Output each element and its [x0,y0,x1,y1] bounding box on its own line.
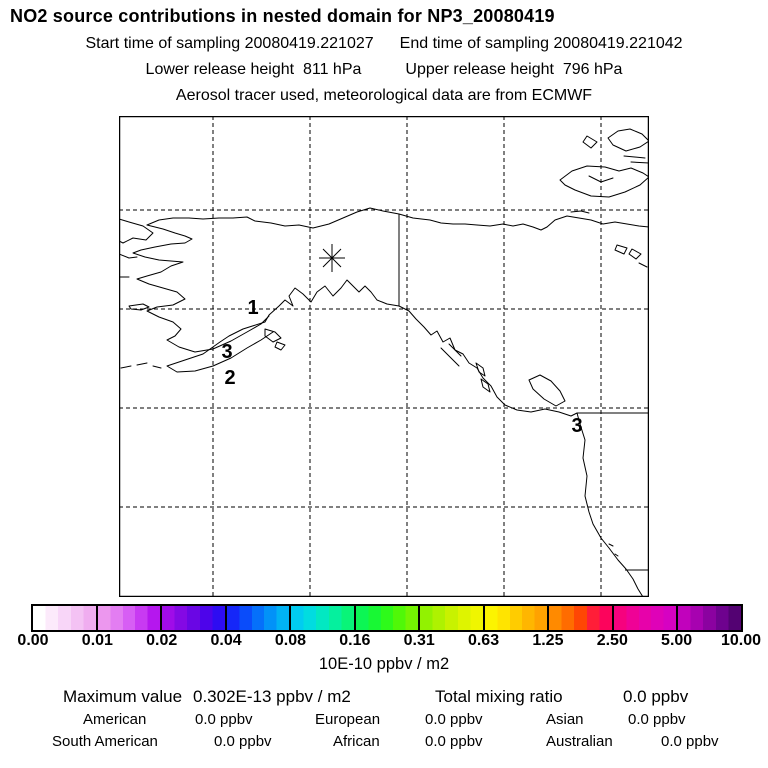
islands-mid-right [614,244,648,268]
islands-aleutian [120,362,162,369]
colorbar-segment [160,606,225,630]
colorbar-tick-label: 2.50 [596,632,628,649]
colorbar-tick-label: 0.00 [17,632,49,649]
island-vancouver [528,374,566,407]
colorbar-segment [33,606,96,630]
tracer-info-row: Aerosol tracer used, meteorological data… [0,87,768,105]
islands-haida-gwaii [475,362,491,393]
map-border [119,116,649,597]
region-south-american-label: South American [52,733,158,750]
colorbar-tick-label: 0.02 [146,632,178,649]
source-marker-2: 2 [224,367,235,389]
region-american-value: 0.0 ppbv [195,711,253,728]
lower-release-text: Lower release height 811 hPa [145,61,362,78]
region-american-label: American [83,711,147,728]
map-plot: 1 3 2 3 [119,116,649,597]
colorbar-segment [289,606,354,630]
colorbar-segment [353,606,419,630]
colorbar-ticks: 0.00 0.01 0.02 0.04 0.08 0.16 0.31 0.63 1.25 2.50… [0,632,768,650]
sampling-time-row: Start time of sampling 20080419.221027 E… [0,35,768,53]
islands-channel-dots [608,543,619,557]
colorbar-tick-label: 5.00 [661,632,693,649]
colorbar-tick-label: 0.31 [403,632,435,649]
release-height-row: Lower release height 811 hPa Upper relea… [0,61,768,79]
island-kodiak [264,328,286,351]
total-mixing-ratio-value: 0.0 ppbv [623,687,689,706]
tracer-info-text: Aerosol tracer used, meteorological data… [175,87,593,104]
colorbar-units-label: 10E-10 ppbv / m2 [318,655,450,673]
coastline-chukotka [119,218,154,244]
colorbar-tick-label: 10.00 [720,632,762,649]
upper-release-text: Upper release height 796 hPa [405,61,623,78]
colorbar-tick-label: 0.63 [467,632,500,649]
island-nunivak [128,303,150,311]
colorbar-segment [224,606,290,630]
colorbar-tick-label: 0.04 [210,632,242,649]
coastline-panhandle-west-coast [398,305,644,597]
coastline-bering-islands [119,253,138,278]
start-time-text: Start time of sampling 20080419.221027 [85,35,374,52]
total-mixing-ratio-label: Total mixing ratio [435,687,563,706]
islands-southeast-alaska [440,343,462,367]
islands-arctic-dashes [570,210,590,214]
source-marker-1: 1 [247,297,258,319]
region-asian-label: Asian [546,711,584,728]
source-marker-3b: 3 [571,415,582,437]
source-marker-3a: 3 [221,341,232,363]
colorbar-tick-label: 1.25 [532,632,564,649]
coastline-west-alaska [132,224,270,353]
release-point-asterisk-marker [319,244,345,272]
colorbar-segment [95,606,161,630]
colorbar-tick-label: 0.01 [81,632,113,649]
colorbar-segment [547,606,612,630]
region-south-american-value: 0.0 ppbv [214,733,272,750]
colorbar-segment [611,606,677,630]
plot-title: NO2 source contributions in nested domai… [10,6,555,26]
coastline-gulf-and-peninsula [166,279,400,373]
island-victoria [559,165,649,198]
islands-arctic-corner [582,128,649,164]
colorbar-tick-label: 0.16 [339,632,371,649]
graticule-grid [119,116,649,597]
coastline-arctic-north [146,207,649,231]
colorbar [31,604,743,632]
region-asian-value: 0.0 ppbv [628,711,686,728]
region-african-label: African [333,733,380,750]
colorbar-segment [418,606,483,630]
region-australian-value: 0.0 ppbv [661,733,719,750]
colorbar-segment [676,606,742,630]
end-time-text: End time of sampling 20080419.221042 [399,35,683,52]
maximum-value: 0.302E-13 ppbv / m2 [193,687,351,706]
colorbar-segment [482,606,548,630]
region-australian-label: Australian [546,733,613,750]
region-european-label: European [315,711,381,728]
colorbar-tick-label: 0.08 [274,632,307,649]
region-african-value: 0.0 ppbv [425,733,483,750]
region-european-value: 0.0 ppbv [425,711,483,728]
maximum-value-label: Maximum value [63,687,183,706]
